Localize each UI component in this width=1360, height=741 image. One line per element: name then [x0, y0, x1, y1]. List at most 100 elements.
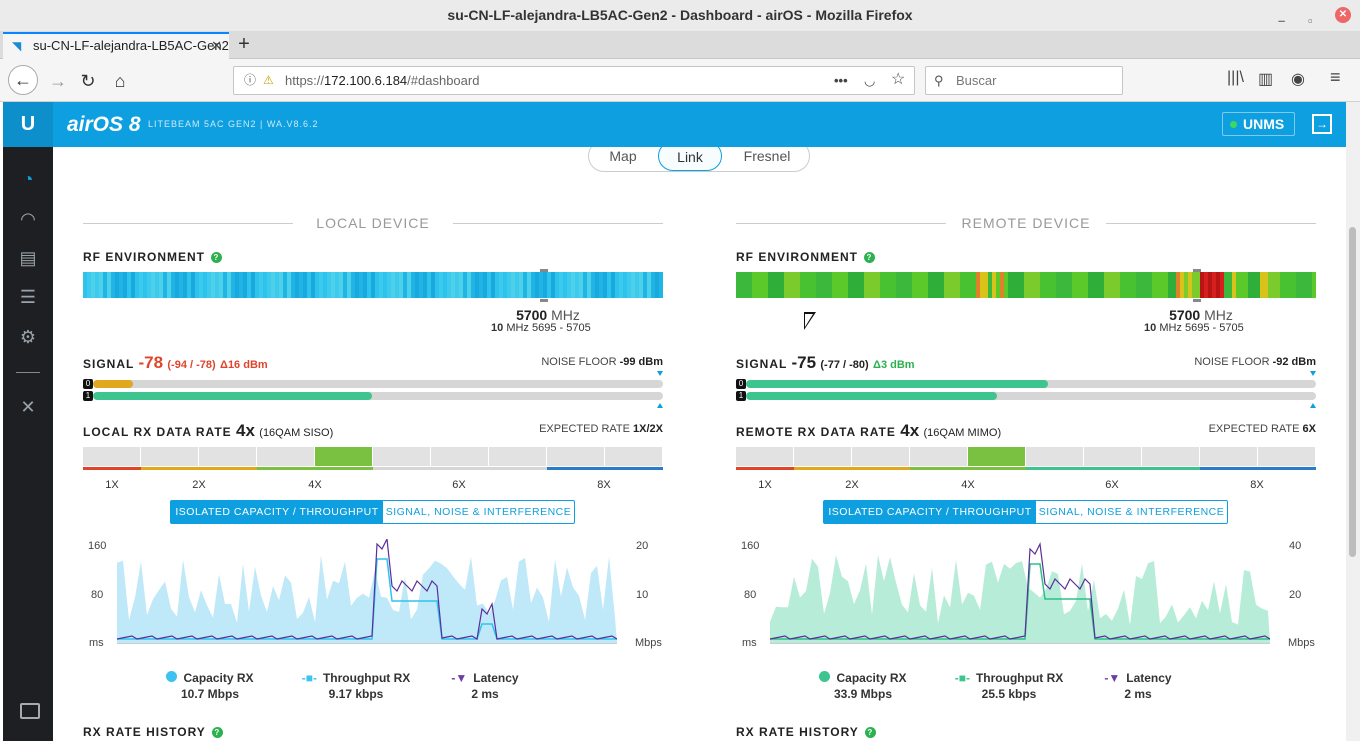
square-line-icon: -■- — [301, 671, 317, 685]
tab-map[interactable]: Map — [609, 148, 637, 164]
spectrum-cell — [419, 272, 424, 298]
spectrum-cell — [1196, 272, 1201, 298]
spectrum-cell — [639, 272, 644, 298]
tab-isolated-capacity[interactable]: ISOLATED CAPACITY / THROUGHPUT — [171, 501, 383, 523]
tab-signal-noise[interactable]: SIGNAL, NOISE & INTERFERENCE — [385, 506, 572, 518]
reload-button[interactable]: ↻ — [80, 71, 96, 91]
menu-icon[interactable]: ≡ — [1330, 67, 1341, 87]
spectrum-cell — [1288, 272, 1293, 298]
spectrum-cell — [948, 272, 953, 298]
chain-0-fill — [93, 380, 133, 388]
spectrum-cell — [655, 272, 660, 298]
sidebar: ◔ ◠ ▤ ☰ ⚙ ✕ — [3, 147, 53, 741]
insecure-lock-icon[interactable]: ⚠ — [263, 73, 274, 87]
services-icon[interactable]: ☰ — [19, 287, 37, 307]
spectrum-cell — [772, 272, 777, 298]
network-icon[interactable]: ▤ — [19, 248, 37, 268]
bookmark-star-icon[interactable]: ☆ — [891, 71, 906, 88]
spectrum-cell — [912, 272, 917, 298]
spectrum-cell — [768, 272, 773, 298]
spectrum-cell — [1148, 272, 1153, 298]
tab-fresnel[interactable]: Fresnel — [743, 148, 791, 164]
help-icon[interactable]: ? — [864, 252, 875, 263]
spectrum-cell — [375, 272, 380, 298]
spectrum-cell — [627, 272, 632, 298]
search-input[interactable]: ⚲ Buscar — [925, 66, 1123, 95]
tab-signal-noise[interactable]: SIGNAL, NOISE & INTERFERENCE — [1038, 506, 1225, 518]
back-button[interactable]: ← — [8, 65, 38, 95]
home-button[interactable]: ⌂ — [114, 71, 126, 91]
spectrum-cell — [331, 272, 336, 298]
rf-environment-label: RF ENVIRONMENT? — [736, 250, 875, 264]
sidebar-toggle-icon[interactable]: ▥ — [1258, 71, 1274, 88]
chain-1-fill — [746, 392, 997, 400]
library-icon[interactable]: |||\ — [1227, 69, 1244, 86]
unms-status-dot — [1230, 121, 1237, 128]
spectrum-cell — [988, 272, 993, 298]
search-placeholder: Buscar — [956, 73, 997, 88]
spectrum-cell — [507, 272, 512, 298]
wireless-icon[interactable]: ◠ — [20, 209, 36, 229]
spectrum-cell — [1048, 272, 1053, 298]
spectrum-cell — [936, 272, 941, 298]
spectrum-cell — [287, 272, 292, 298]
latency-line — [117, 539, 617, 640]
close-window-button[interactable]: ✕ — [1335, 7, 1351, 23]
page-scrollbar[interactable] — [1346, 102, 1360, 741]
spectrum-cell — [880, 272, 885, 298]
ubiquiti-logo[interactable]: U — [3, 102, 53, 147]
minimize-button[interactable]: – — [1278, 13, 1286, 28]
spectrum-cell — [323, 272, 328, 298]
spectrum-cell — [131, 272, 136, 298]
spectrum-cell — [848, 272, 853, 298]
noise-marker-top — [657, 371, 663, 376]
spectrum-cell — [363, 272, 368, 298]
scrollbar-thumb[interactable] — [1349, 227, 1356, 557]
forward-button[interactable]: → — [49, 71, 67, 91]
logout-icon[interactable]: → — [1312, 114, 1332, 134]
help-icon[interactable]: ? — [211, 252, 222, 263]
spectrum-cell — [491, 272, 496, 298]
rf-spectrum-bar — [83, 272, 663, 298]
close-tab-icon[interactable]: ✕ — [211, 38, 222, 53]
help-icon[interactable]: ? — [211, 727, 223, 738]
dashboard-icon[interactable]: ◔ — [22, 169, 34, 189]
unms-button[interactable]: UNMS — [1222, 112, 1295, 136]
spectrum-cell — [227, 272, 232, 298]
freq-marker-top — [540, 269, 548, 272]
pocket-icon[interactable]: ◡ — [864, 73, 876, 88]
browser-tab[interactable]: ◥ su-CN-LF-alejandra-LB5AC-Gen2 ✕ — [3, 32, 229, 59]
page-actions-icon[interactable]: ••• — [834, 73, 848, 88]
log-icon[interactable] — [20, 703, 40, 719]
spectrum-cell — [583, 272, 588, 298]
settings-gear-icon[interactable]: ⚙ — [19, 327, 37, 347]
maximize-button[interactable]: ▫ — [1308, 13, 1313, 28]
spectrum-cell — [91, 272, 96, 298]
spectrum-cell — [856, 272, 861, 298]
account-icon[interactable]: ◉ — [1291, 71, 1305, 88]
new-tab-button[interactable]: + — [238, 33, 250, 55]
spectrum-cell — [736, 272, 741, 298]
chain-0-label: 0 — [83, 379, 93, 389]
tab-isolated-capacity[interactable]: ISOLATED CAPACITY / THROUGHPUT — [824, 501, 1036, 523]
spectrum-cell — [1092, 272, 1097, 298]
rate-1x: 1X — [758, 479, 772, 491]
spectrum-cell — [1036, 272, 1041, 298]
help-icon[interactable]: ? — [864, 727, 876, 738]
spectrum-cell — [187, 272, 192, 298]
url-bar[interactable]: ⓘ ⚠ https://172.100.6.184/#dashboard •••… — [233, 66, 915, 95]
info-icon[interactable]: ⓘ — [244, 73, 257, 87]
spectrum-cell — [155, 272, 160, 298]
spectrum-cell — [95, 272, 100, 298]
spectrum-cell — [467, 272, 472, 298]
tools-icon[interactable]: ✕ — [20, 397, 36, 417]
spectrum-cell — [495, 272, 500, 298]
spectrum-cell — [299, 272, 304, 298]
tab-link[interactable]: Link — [658, 147, 722, 171]
spectrum-cell — [303, 272, 308, 298]
spectrum-cell — [407, 272, 412, 298]
local-device-panel: LOCAL DEVICE RF ENVIRONMENT? 5700 MHz 10… — [83, 147, 663, 741]
spectrum-cell — [796, 272, 801, 298]
legend-latency: -▼ Latency 2 ms — [451, 671, 519, 701]
spectrum-cell — [371, 272, 376, 298]
